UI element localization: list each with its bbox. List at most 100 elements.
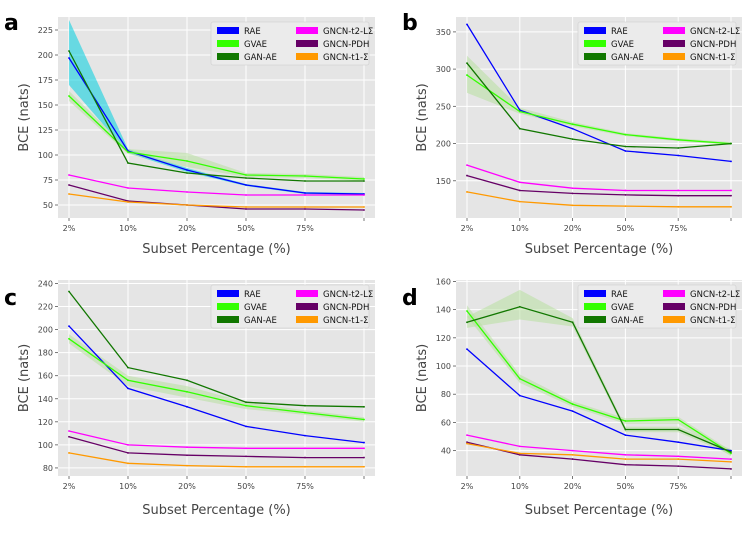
y-tick-label: 300 — [436, 65, 451, 74]
data-point-gncn-t2-lsigma — [304, 447, 306, 450]
data-point-gncn-pdh — [363, 456, 365, 459]
data-point-gncn-t1-sigma — [677, 458, 680, 460]
data-point-gncn-t1-sigma — [677, 205, 680, 208]
data-point-gncn-t2-lsigma — [186, 191, 188, 193]
panel-letter: b — [402, 11, 418, 36]
data-point-gncn-t1-sigma — [730, 205, 732, 208]
series-line-rae — [68, 325, 365, 444]
y-tick-label: 240 — [38, 279, 53, 288]
legend: RAE GVAE GAN-AE GNCN-t2-LΣ GNCN-PDH GNCN-t1-Σ — [210, 21, 373, 66]
x-tick-label: 10% — [511, 224, 529, 233]
y-tick-label: 200 — [38, 51, 53, 60]
data-point-gncn-t1-sigma — [624, 458, 627, 460]
legend-box — [577, 284, 737, 329]
y-axis-label: BCE (nats) — [17, 344, 32, 412]
data-point-rae — [68, 57, 70, 59]
data-point-gncn-t2-lsigma — [186, 446, 188, 449]
legend-swatch-rae — [584, 290, 606, 297]
data-point-gan-ae — [624, 428, 627, 431]
legend-label-gncn-t2-lsigma: GNCN-t2-LΣ — [323, 27, 373, 37]
series-line-gncn-t1-sigma — [466, 442, 732, 463]
data-point-gan-ae — [127, 366, 129, 369]
y-tick-label: 60 — [441, 418, 451, 427]
data-point-gvae — [624, 420, 627, 422]
data-point-gncn-pdh — [304, 208, 306, 210]
series-line-gncn-pdh — [68, 184, 365, 211]
legend-label-gncn-t2-lsigma: GNCN-t2-LΣ — [690, 290, 740, 300]
y-tick-label: 120 — [38, 418, 53, 427]
data-point-gncn-t1-sigma — [245, 206, 247, 208]
panel-d: 40 60 80 100 120 140 160 2% 10% 20% 50% 75% RAE GVAE G… — [402, 277, 742, 518]
data-point-gncn-pdh — [518, 453, 521, 456]
data-point-gan-ae — [677, 147, 680, 149]
series-line-gncn-t1-sigma — [68, 193, 364, 208]
data-point-gncn-t1-sigma — [186, 464, 188, 467]
panel-letter: a — [4, 11, 19, 36]
data-point-rae — [186, 405, 188, 408]
series-line-gncn-pdh — [68, 436, 364, 459]
data-point-gncn-pdh — [127, 452, 129, 454]
series-line-gncn-t2-lsigma — [466, 164, 731, 192]
y-tick-label: 140 — [436, 306, 451, 315]
data-point-gncn-t1-sigma — [304, 206, 306, 208]
legend-label-gncn-pdh: GNCN-PDH — [323, 40, 369, 50]
data-point-gvae — [304, 175, 306, 177]
x-axis-label: Subset Percentage (%) — [142, 503, 291, 518]
data-point-gan-ae — [186, 379, 188, 382]
x-axis-label: Subset Percentage (%) — [142, 242, 291, 257]
data-point-gan-ae — [466, 62, 468, 65]
y-axis-label: BCE (nats) — [17, 83, 32, 151]
data-point-gncn-t1-sigma — [466, 191, 468, 193]
data-point-gncn-pdh — [730, 194, 732, 197]
data-point-rae — [304, 192, 306, 194]
data-point-gvae — [730, 452, 732, 455]
data-point-gan-ae — [730, 451, 732, 453]
data-point-rae — [571, 410, 574, 413]
data-point-gvae — [518, 110, 521, 113]
y-tick-label: 140 — [38, 395, 53, 404]
data-point-gncn-t1-sigma — [518, 200, 521, 203]
x-axis-label: Subset Percentage (%) — [525, 242, 674, 257]
data-point-rae — [624, 150, 627, 152]
legend-label-gan-ae: GAN-AE — [244, 53, 277, 63]
y-tick-label: 225 — [38, 26, 53, 35]
legend-label-gncn-t2-lsigma: GNCN-t2-LΣ — [690, 27, 740, 37]
data-point-gan-ae — [677, 428, 680, 431]
data-point-gncn-pdh — [730, 468, 732, 470]
data-point-gncn-pdh — [68, 184, 70, 186]
x-tick-label: 75% — [669, 224, 687, 233]
data-point-gncn-pdh — [677, 465, 680, 468]
legend: RAE GVAE GAN-AE GNCN-t2-LΣ GNCN-PDH GNCN-t1-Σ — [577, 284, 740, 329]
data-point-gncn-t2-lsigma — [677, 455, 680, 458]
data-point-gncn-t2-lsigma — [466, 434, 468, 437]
panel-a: 50 75 100 125 150 175 200 225 2% 10% 20% 50% 75% RAE G… — [4, 11, 375, 257]
data-point-rae — [518, 394, 521, 397]
legend-swatch-gncn-pdh — [663, 303, 685, 310]
data-point-rae — [304, 434, 306, 437]
data-point-gvae — [186, 160, 188, 162]
data-point-gan-ae — [363, 405, 365, 408]
legend-swatch-gan-ae — [217, 53, 239, 60]
legend-label-gncn-t1-sigma: GNCN-t1-Σ — [690, 53, 735, 63]
data-point-gncn-t2-lsigma — [363, 194, 365, 196]
legend-label-gncn-t2-lsigma: GNCN-t2-LΣ — [323, 290, 373, 300]
x-tick-label: 20% — [564, 224, 582, 233]
data-point-gncn-pdh — [68, 435, 70, 438]
data-point-gncn-pdh — [624, 463, 627, 466]
x-tick-label: 10% — [119, 224, 137, 233]
panel-letter: c — [4, 286, 17, 311]
data-point-gncn-t2-lsigma — [466, 164, 468, 167]
legend-label-gvae: GVAE — [611, 40, 634, 50]
series-line-gncn-t2-lsigma — [68, 430, 364, 449]
y-tick-label: 160 — [38, 372, 53, 381]
data-point-gvae — [363, 418, 365, 421]
data-point-gvae — [68, 337, 70, 340]
series-line-gncn-pdh — [466, 441, 732, 470]
y-tick-label: 180 — [38, 349, 53, 358]
legend-label-gncn-t1-sigma: GNCN-t1-Σ — [323, 53, 368, 63]
data-point-gncn-pdh — [245, 208, 247, 210]
legend-swatch-gan-ae — [217, 316, 239, 323]
legend-swatch-gncn-pdh — [663, 40, 685, 47]
series-line-gncn-t1-sigma — [68, 452, 364, 468]
